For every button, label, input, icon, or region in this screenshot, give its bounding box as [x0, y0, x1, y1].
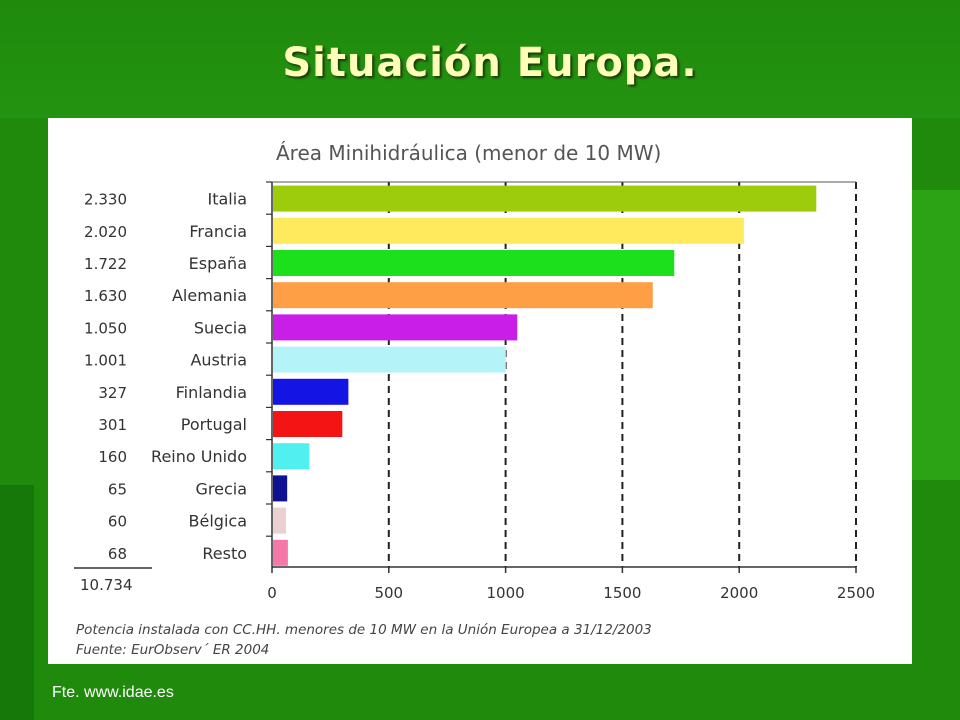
chart-title: Área Minihidráulica (menor de 10 MW) [276, 141, 661, 165]
chart-panel: Área Minihidráulica (menor de 10 MW) Ita… [48, 118, 912, 664]
value-label: 60 [108, 513, 127, 531]
slide-title: Situación Europa. [282, 40, 698, 86]
bar-finlandia [273, 378, 349, 405]
value-label: 301 [98, 416, 127, 434]
category-label: Finlandia [176, 383, 247, 402]
bar-alemania [273, 282, 653, 309]
bar-austria [273, 346, 506, 373]
value-label: 68 [108, 545, 127, 563]
bar-bélgica [273, 507, 287, 534]
x-tick-label: 1500 [603, 584, 641, 602]
bar-grecia [273, 475, 288, 502]
bar-españa [273, 250, 675, 276]
value-label: 1.050 [84, 319, 127, 337]
bar-italia [273, 185, 817, 212]
value-label: 327 [98, 384, 127, 402]
total-label: 10.734 [80, 576, 133, 594]
category-label: Bélgica [189, 512, 247, 531]
category-label: Grecia [195, 479, 247, 498]
value-label: 65 [108, 480, 127, 498]
x-tick-label: 500 [374, 584, 403, 602]
bar-francia [273, 217, 744, 244]
background-accent [912, 190, 960, 480]
bar-resto [273, 539, 288, 566]
bar-reino-unido [273, 443, 310, 470]
category-label: Resto [202, 544, 247, 563]
x-tick-label: 0 [267, 584, 277, 602]
bar-suecia [273, 314, 518, 341]
category-label: Reino Unido [151, 447, 247, 466]
value-label: 1.630 [84, 287, 127, 305]
category-label: Suecia [194, 318, 247, 337]
value-label: 1.722 [84, 255, 127, 273]
bar-chart: Área Minihidráulica (menor de 10 MW) Ita… [74, 141, 875, 658]
footnote-line1: Potencia instalada con CC.HH. menores de… [76, 622, 652, 638]
background-band [0, 0, 960, 118]
value-label: 2.330 [84, 191, 127, 209]
bar-portugal [273, 411, 343, 437]
value-label: 1.001 [84, 352, 127, 370]
category-label: Portugal [181, 415, 247, 434]
background-accent-left [0, 485, 34, 720]
category-label: Alemania [172, 286, 247, 305]
x-tick-label: 2500 [837, 584, 875, 602]
x-tick-label: 2000 [720, 584, 758, 602]
value-label: 160 [98, 448, 127, 466]
category-label: Italia [208, 190, 248, 209]
value-label: 2.020 [84, 223, 127, 241]
x-tick-label: 1000 [487, 584, 525, 602]
footnote-line2: Fuente: EurObserv´ ER 2004 [76, 642, 269, 658]
category-label: España [189, 254, 247, 273]
source-credit: Fte. www.idae.es [52, 684, 174, 701]
category-label: Austria [190, 351, 247, 370]
category-label: Francia [189, 222, 247, 241]
